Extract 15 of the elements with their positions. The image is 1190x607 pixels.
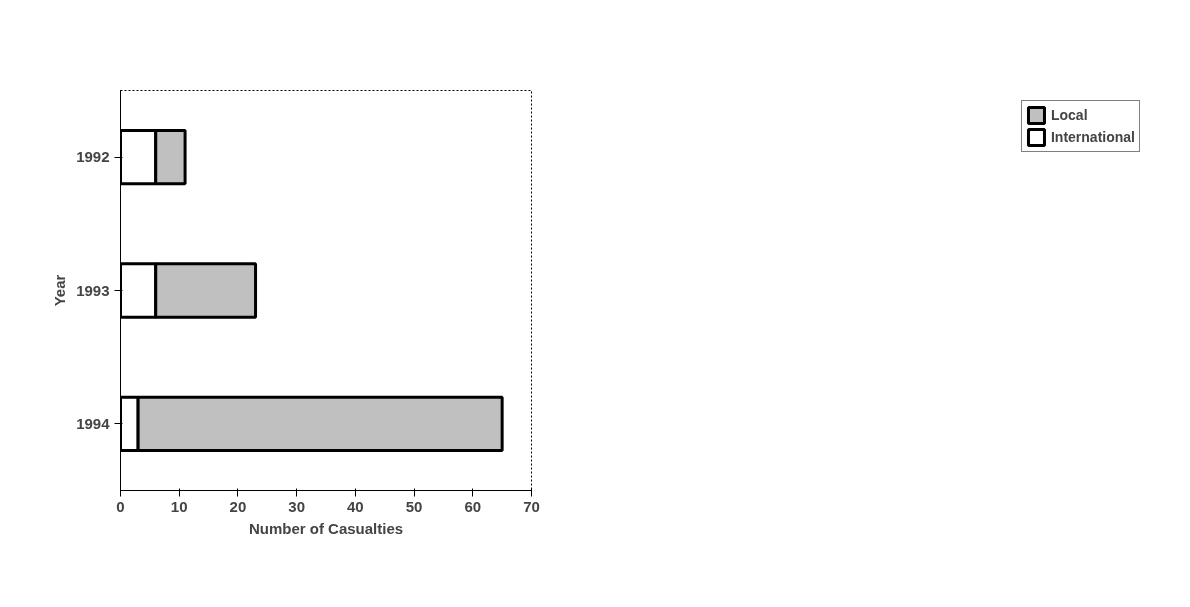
legend-label: Local [1050, 107, 1088, 123]
y-tick-label: 1992 [76, 148, 110, 166]
x-tick-label: 20 [229, 497, 247, 515]
x-tick-label: 0 [116, 497, 125, 515]
x-tick-label: 60 [464, 497, 482, 515]
y-tick-label: 1993 [76, 281, 110, 299]
x-tick-label: 50 [405, 497, 423, 515]
legend-label: International [1050, 129, 1135, 145]
x-tick-label: 30 [288, 497, 305, 515]
x-tick-label: 40 [347, 497, 364, 515]
y-axis-title: Year [51, 274, 69, 307]
y-tick-label: 1994 [76, 414, 111, 432]
x-axis-title: Number of Casualties [248, 519, 404, 537]
x-tick-label: 10 [170, 497, 188, 515]
x-tick-label: 70 [523, 497, 540, 515]
